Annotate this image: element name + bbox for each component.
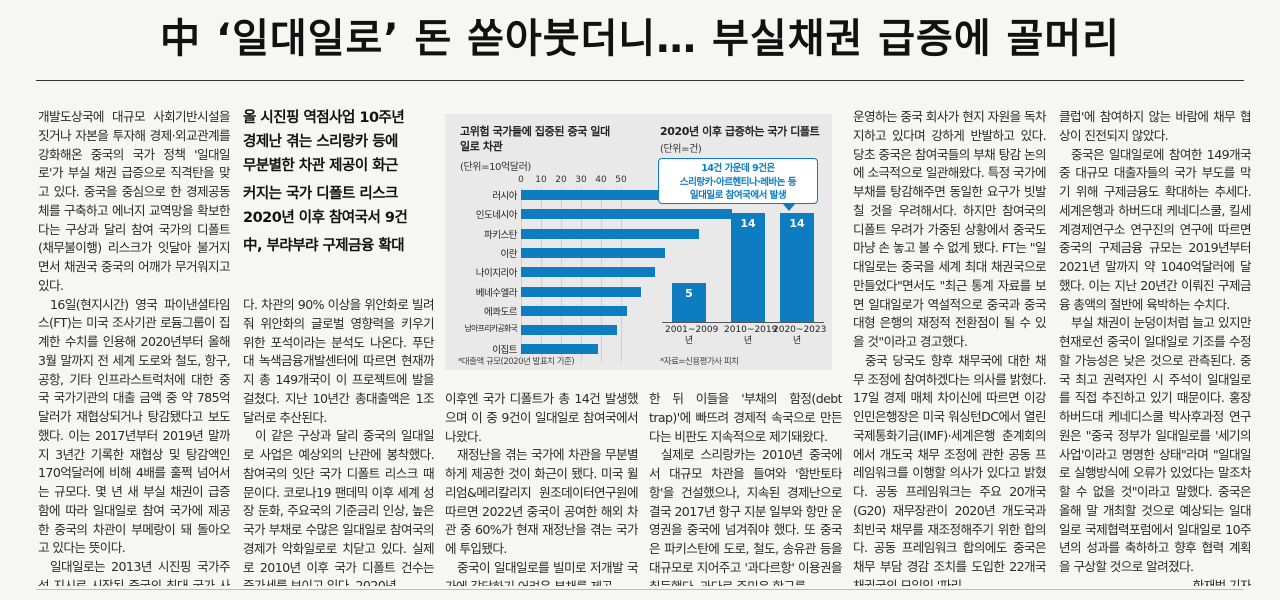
category-label: 이집트 [492, 345, 517, 357]
x-tick-label: 20 [555, 175, 567, 185]
bar-7 [521, 325, 617, 336]
subhead-6: 中, 부랴부랴 구제금융 확대 [243, 238, 405, 254]
paragraph: 중국은 일대일로에 참여한 149개국 중 대규모 대출자들의 국가 부도를 막… [1059, 146, 1251, 312]
paragraph: 한 뒤 이들을 '부채의 함정(debt trap)'에 빠뜨려 경제적 속국으… [649, 391, 842, 444]
subhead-3: 무분별한 차관 제공이 화근 [243, 158, 398, 174]
chart2-unit: (단위=건) [660, 144, 702, 155]
article-column-4: 한 뒤 이들을 '부채의 함정(debt trap)'에 빠뜨려 경제적 속국으… [649, 390, 842, 586]
category-label: 2020~2023년 [773, 325, 827, 346]
category-label: 이란 [500, 248, 518, 260]
x-tick-label: 10 [535, 175, 547, 185]
bar-6 [521, 305, 627, 316]
infographic [445, 114, 832, 370]
paragraph: 중국이 일대일로를 빌미로 저개발 국가에 감당하기 어려운 부채를 제공 [445, 559, 638, 586]
article-column-3: 이후엔 국가 디폴트가 총 14건 발생했으며 이 중 9건이 일대일로 참여국… [445, 390, 638, 586]
paragraph: 개발도상국에 대규모 사회기반시설을 짓거나 자본을 투자해 경제·외교관계를 … [38, 109, 230, 293]
bar-8 [521, 344, 598, 355]
bar-value-label: 5 [685, 287, 693, 300]
bar-value-label: 14 [740, 216, 756, 230]
bottom-rule [36, 589, 1244, 590]
category-label: 베네수엘라 [475, 287, 518, 299]
paragraph: 일대일로는 2013년 시진핑 국가주석 지시로 시작된 중국의 최대 국가 사… [38, 559, 230, 586]
x-tick-label: 0 [518, 175, 524, 185]
bar-1 [521, 209, 733, 220]
paragraph: 이후엔 국가 디폴트가 총 14건 발생했으며 이 중 9건이 일대일로 참여국… [445, 391, 638, 444]
x-tick-label: 40 [595, 175, 607, 185]
headline: 中 ‘일대일로’ 돈 쏟아붓더니… 부실채권 급증에 골머리 [160, 16, 1120, 62]
subhead-4: 커지는 국가 디폴트 리스크 [243, 186, 398, 202]
chart1-unit: (단위=10억달러) [460, 162, 531, 173]
bar-5 [521, 286, 641, 297]
category-label: 2010~2019년 [724, 325, 778, 346]
bar-0 [521, 190, 771, 200]
category-label: 인도네시아 [475, 210, 518, 222]
paragraph: 재정난을 겪는 국가에 차관을 무분별하게 제공한 것이 화근이 됐다. 미국 … [445, 447, 638, 556]
byline: 한재범 기자 [1192, 577, 1251, 586]
category-label: 러시아 [492, 191, 517, 202]
bar-1 [731, 212, 765, 322]
chart2-callout: 14건 가운데 9건은 스리랑카·아르헨티나·레바논 등 일대일로 참여국에서 … [658, 158, 818, 211]
baseline [662, 322, 824, 323]
subheads: 올 시진핑 역점사업 10주년 경제난 겪는 스리랑카 등에 무분별한 차관 제… [243, 106, 413, 258]
chart1-note: *대출액 규모(2020년 발표치 기준) [458, 357, 575, 367]
category-label: 남아프리카공화국 [464, 324, 518, 334]
subhead-1: 올 시진핑 역점사업 10주년 [243, 110, 405, 126]
subhead-2: 경제난 겪는 스리랑카 등에 [243, 134, 398, 150]
bar-2 [521, 228, 699, 239]
article-column-6: 클럽'에 참여하지 않는 바람에 채무 협상이 진전되지 않았다. 중국은 일대일… [1059, 108, 1251, 586]
article-column-5: 운영하는 중국 회사가 현지 자원을 독차지하고 있다며 강하게 반발하고 있다… [853, 108, 1046, 586]
callout-line-3: 일대일로 참여국에서 발생 [689, 190, 787, 201]
paragraph: 이 같은 구상과 달리 중국의 일대일로 사업은 예상외의 난관에 봉착했다. … [243, 428, 434, 586]
x-tick-label: 30 [575, 175, 587, 185]
paragraph: 다. 차관의 90% 이상을 위안화로 빌려줘 위안화의 글로벌 영향력을 키우… [243, 297, 434, 425]
paragraph: 실제로 스리랑카는 2010년 중국에서 대규모 차관을 들여와 '함반토타항'… [649, 447, 842, 586]
paragraph: 운영하는 중국 회사가 현지 자원을 독차지하고 있다며 강하게 반발하고 있다… [853, 109, 1046, 349]
paragraph: 클럽'에 참여하지 않는 바람에 채무 협상이 진전되지 않았다. [1059, 109, 1251, 143]
bar-3 [521, 247, 665, 258]
paragraph: 16일(현지시간) 영국 파이낸셜타임스(FT)는 미국 조사기관 로듐그룹이 … [38, 296, 230, 556]
bar-value-label: 14 [789, 216, 805, 230]
bar-4 [521, 267, 656, 278]
headline-rule [36, 80, 1244, 81]
category-label: 에콰도르 [484, 306, 517, 318]
callout-line-2: 스리랑카·아르헨티나·레바논 등 [679, 176, 797, 188]
paragraph: 부실 채권이 눈덩이처럼 늘고 있지만 현재로선 중국이 일대일로 기조를 수정… [1059, 315, 1251, 574]
article-column-2: 다. 차관의 90% 이상을 위안화로 빌려줘 위안화의 글로벌 영향력을 키우… [243, 296, 434, 586]
article-column-1: 개발도상국에 대규모 사회기반시설을 짓거나 자본을 투자해 경제·외교관계를 … [38, 108, 230, 586]
callout-line-1: 14건 가운데 9건은 [701, 163, 775, 174]
bar-0 [672, 283, 706, 322]
x-tick-label: 50 [615, 175, 627, 185]
subhead-5: 2020년 이후 참여국서 9건 [243, 210, 408, 226]
paragraph: 중국 당국도 향후 채무국에 대한 채무 조정에 참여하겠다는 의사를 밝혔다.… [853, 352, 1046, 586]
chart1-title: 고위험 국가들에 집중된 중국 일대일로 차관 [460, 125, 610, 153]
chart2-note: *자료=신용평가사 피치 [660, 357, 739, 367]
category-label: 파키스탄 [484, 229, 517, 241]
bar-2 [780, 212, 814, 322]
chart2-title: 2020년 이후 급증하는 국가 디폴트 [660, 125, 820, 138]
category-label: 나이지리아 [475, 268, 518, 280]
category-label: 2001~2009년 [665, 325, 719, 346]
